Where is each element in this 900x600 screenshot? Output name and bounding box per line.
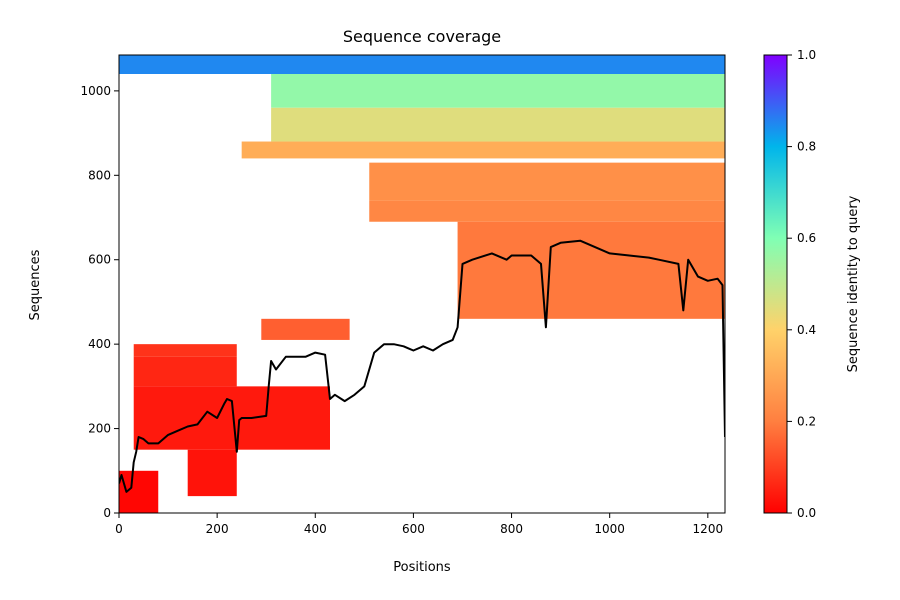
colorbar-gradient	[763, 54, 788, 514]
x-tick-label: 1000	[594, 522, 625, 536]
y-tick-label: 600	[88, 253, 111, 267]
coverage-block	[133, 356, 237, 387]
x-tick-label: 400	[304, 522, 327, 536]
colorbar-tick-label: 1.0	[797, 48, 816, 62]
coverage-block	[261, 318, 350, 340]
colorbar-tick-label: 0.6	[797, 231, 816, 245]
x-axis-title: Positions	[393, 560, 451, 575]
coverage-block	[271, 107, 725, 142]
colorbar: 0.0 0.2 0.4 0.6 0.8 1.0 Sequence identity to …	[763, 48, 861, 520]
y-tick-label: 1000	[80, 84, 111, 98]
coverage-block	[133, 386, 330, 450]
colorbar-tick-label: 0.0	[797, 506, 816, 520]
y-axis-title: Sequences	[28, 249, 43, 320]
colorbar-tick-label: 0.4	[797, 323, 816, 337]
coverage-block	[241, 141, 725, 159]
coverage-heatmap	[119, 55, 725, 513]
colorbar-tick-label: 0.2	[797, 414, 816, 428]
y-tick-label: 0	[103, 506, 111, 520]
y-axis: 0 200 400 600 800 1000	[80, 84, 119, 520]
plot-area	[119, 55, 725, 513]
coverage-block	[271, 73, 725, 108]
y-tick-label: 800	[88, 168, 111, 182]
x-tick-label: 600	[402, 522, 425, 536]
coverage-block	[187, 449, 237, 497]
y-tick-label: 400	[88, 337, 111, 351]
x-tick-label: 800	[500, 522, 523, 536]
coverage-block	[119, 55, 725, 74]
y-tick-label: 200	[88, 422, 111, 436]
x-tick-label: 0	[115, 522, 123, 536]
coverage-block	[457, 221, 725, 319]
colorbar-title: Sequence identity to query	[846, 195, 861, 372]
coverage-block	[369, 162, 725, 201]
colorbar-ticks: 0.0 0.2 0.4 0.6 0.8 1.0	[787, 48, 816, 520]
coverage-line	[119, 239, 725, 493]
coverage-block	[133, 344, 237, 357]
coverage-block	[119, 470, 159, 513]
colorbar-tick-label: 0.8	[797, 140, 816, 154]
plot-frame	[118, 54, 726, 514]
x-tick-label: 200	[206, 522, 229, 536]
chart-title: Sequence coverage	[343, 27, 501, 46]
x-axis: 0 200 400 600 800 1000 1200	[115, 513, 723, 536]
coverage-line-layer	[119, 239, 725, 493]
coverage-block	[369, 200, 725, 222]
x-tick-label: 1200	[693, 522, 724, 536]
